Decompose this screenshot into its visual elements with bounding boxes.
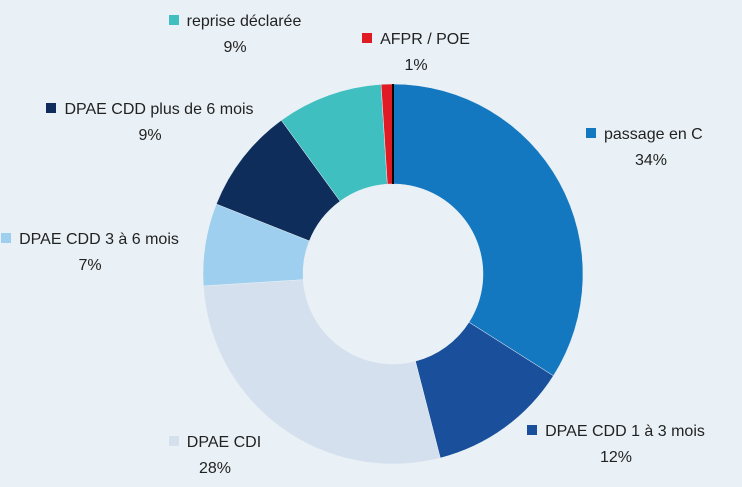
data-label: reprise déclarée 9% bbox=[130, 9, 340, 61]
legend-marker bbox=[527, 425, 538, 435]
category-label: passage en C bbox=[604, 126, 703, 143]
data-label: DPAE CDD plus de 6 mois 9% bbox=[40, 97, 260, 149]
category-label: AFPR / POE bbox=[380, 31, 470, 48]
category-label: reprise déclarée bbox=[186, 13, 302, 30]
legend-marker bbox=[168, 15, 179, 25]
category-label: DPAE CDD 1 à 3 mois bbox=[545, 423, 705, 440]
value-label: 7% bbox=[78, 257, 102, 274]
legend-marker bbox=[168, 436, 179, 446]
data-label: DPAE CDD 3 à 6 mois 7% bbox=[0, 227, 180, 279]
legend-marker bbox=[46, 103, 57, 113]
data-label: DPAE CDI 28% bbox=[140, 430, 290, 482]
data-label: DPAE CDD 1 à 3 mois 12% bbox=[516, 419, 716, 471]
legend-marker bbox=[362, 33, 373, 43]
slice bbox=[392, 83, 584, 377]
value-label: 9% bbox=[223, 39, 247, 56]
legend-marker bbox=[586, 128, 596, 138]
value-label: 34% bbox=[634, 152, 668, 169]
category-label: DPAE CDD 3 à 6 mois bbox=[19, 231, 179, 248]
value-label: 12% bbox=[599, 449, 633, 466]
slice bbox=[203, 279, 441, 465]
value-label: 1% bbox=[404, 57, 428, 74]
value-label: 28% bbox=[198, 460, 232, 477]
data-label: passage en C 34% bbox=[586, 122, 742, 174]
category-label: DPAE CDI bbox=[186, 434, 262, 451]
legend-marker bbox=[1, 233, 12, 243]
data-label: AFPR / POE 1% bbox=[326, 27, 506, 79]
category-label: DPAE CDD plus de 6 mois bbox=[64, 101, 254, 118]
value-label: 9% bbox=[138, 127, 162, 144]
